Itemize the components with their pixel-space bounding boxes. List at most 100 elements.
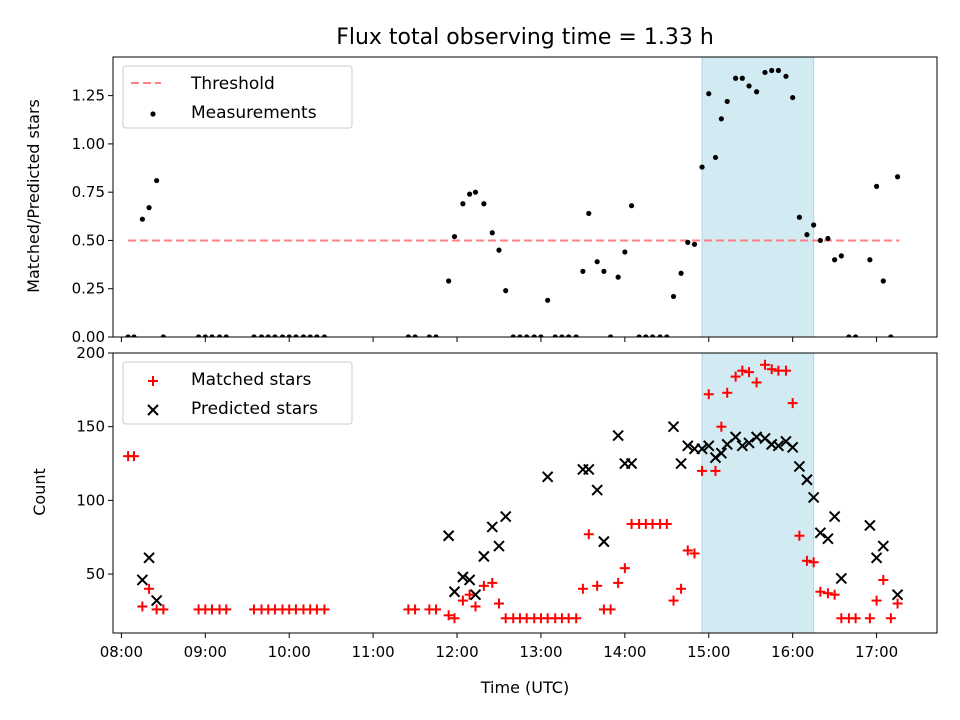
legend-matched-swatch (148, 376, 158, 386)
measurement-point (321, 334, 328, 337)
matched-star-point (716, 421, 727, 432)
matched-star-point (864, 613, 875, 624)
measurement-point (718, 116, 724, 122)
measurement-point (601, 268, 607, 274)
measurement-point (265, 334, 271, 337)
measurement-point (286, 334, 292, 337)
measurement-point (467, 191, 473, 197)
measurement-point (706, 91, 712, 97)
measurement-point (195, 334, 202, 337)
measurement-point (559, 334, 565, 337)
measurement-point (433, 334, 439, 337)
measurement-point (746, 83, 752, 89)
measurement-point (628, 203, 635, 209)
predicted-star-point (822, 532, 834, 545)
matched-star-point (571, 613, 582, 624)
predicted-star-point (864, 519, 876, 532)
matched-star-point (577, 583, 588, 594)
predicted-star-point (583, 463, 595, 476)
measurement-point (481, 201, 487, 207)
measurement-point (531, 334, 537, 337)
top-ytick-label: 0.75 (72, 183, 105, 201)
matched-star-point (885, 613, 896, 624)
measurement-point (216, 334, 223, 337)
measurement-point (853, 334, 859, 337)
measurement-point (825, 235, 831, 242)
measurement-point (846, 334, 852, 337)
predicted-star-point (448, 586, 461, 598)
measurement-point (160, 334, 166, 337)
top-legend-box (122, 65, 353, 129)
measurement-point (699, 164, 705, 170)
measurement-point (307, 334, 313, 337)
matched-star-point (892, 598, 903, 609)
legend-label: Matched stars (191, 370, 311, 390)
measurement-point (649, 334, 656, 337)
matched-star-point (682, 545, 693, 556)
measurement-point (545, 297, 551, 303)
measurement-point (538, 334, 544, 337)
measurement-point (664, 334, 670, 337)
predicted-star-point (463, 574, 476, 586)
predicted-star-point (696, 443, 708, 455)
matched-star-point (592, 580, 603, 591)
matched-star-point (822, 588, 833, 599)
predicted-star-point (736, 440, 749, 452)
measurement-point (739, 75, 745, 81)
x-axis-label: Time (UTC) (480, 678, 569, 697)
measurement-point (517, 334, 523, 337)
predicted-star-point (682, 440, 694, 452)
matched-star-point (144, 583, 155, 594)
measurement-point (272, 334, 278, 337)
legend-label: Threshold (190, 74, 275, 94)
matched-star-point (478, 580, 489, 591)
matched-star-point (457, 595, 468, 606)
measurement-point (503, 288, 509, 294)
measurement-point (753, 89, 760, 95)
measurement-point (146, 205, 152, 211)
bottom-axes-frame (112, 352, 938, 634)
matched-star-point (487, 577, 498, 588)
xtick-label: 12:00 (435, 643, 478, 661)
predicted-star-point (765, 438, 778, 451)
matched-star-point (815, 586, 826, 597)
predicted-star-point (729, 431, 742, 443)
matched-star-point (605, 604, 616, 615)
matched-star-point (464, 589, 475, 600)
predicted-star-point (625, 457, 638, 470)
xtick-label: 15:00 (687, 643, 730, 661)
measurement-point (202, 334, 208, 337)
measurement-point (489, 230, 495, 236)
measurement-point (691, 241, 698, 247)
matched-star-point (710, 465, 721, 476)
matched-star-point (730, 371, 741, 382)
legend-label: Predicted stars (191, 399, 318, 419)
top-panel: 0.00 0.25 0.50 0.75 1.00 1.25 Threshold Measure… (72, 56, 938, 346)
measurement-point (209, 334, 215, 337)
measurement-point (817, 237, 823, 244)
predicted-star-point (807, 491, 820, 504)
matched-star-point (449, 613, 460, 624)
matched-star-point (676, 583, 687, 594)
matched-star-point (703, 389, 714, 400)
predicted-star-point (870, 552, 883, 564)
measurement-point (643, 334, 649, 337)
measurement-point (125, 334, 131, 337)
xtick-label: 10:00 (268, 643, 311, 661)
top-ytick-label: 0.50 (72, 231, 105, 249)
measurement-point (888, 334, 894, 337)
measurement-point (796, 214, 802, 220)
top-plot-area (125, 67, 901, 337)
xtick-label: 14:00 (603, 643, 646, 661)
bottom-legend: Matched stars Predicted stars (122, 361, 353, 425)
measurement-point (258, 334, 265, 337)
xtick-label: 17:00 (855, 643, 898, 661)
top-ytick-label: 1.25 (72, 87, 105, 105)
predicted-star-point (667, 420, 680, 433)
predicted-star-point (835, 572, 848, 585)
predicted-star-point (478, 550, 490, 563)
bottom-panel: 50 100 150 200 08:00 09:00 10:00 11:00 12:00 13:0… (76, 344, 938, 661)
predicted-star-point (541, 471, 554, 483)
top-y-axis-label: Matched/Predicted stars (24, 99, 43, 293)
measurement-point (790, 94, 796, 101)
